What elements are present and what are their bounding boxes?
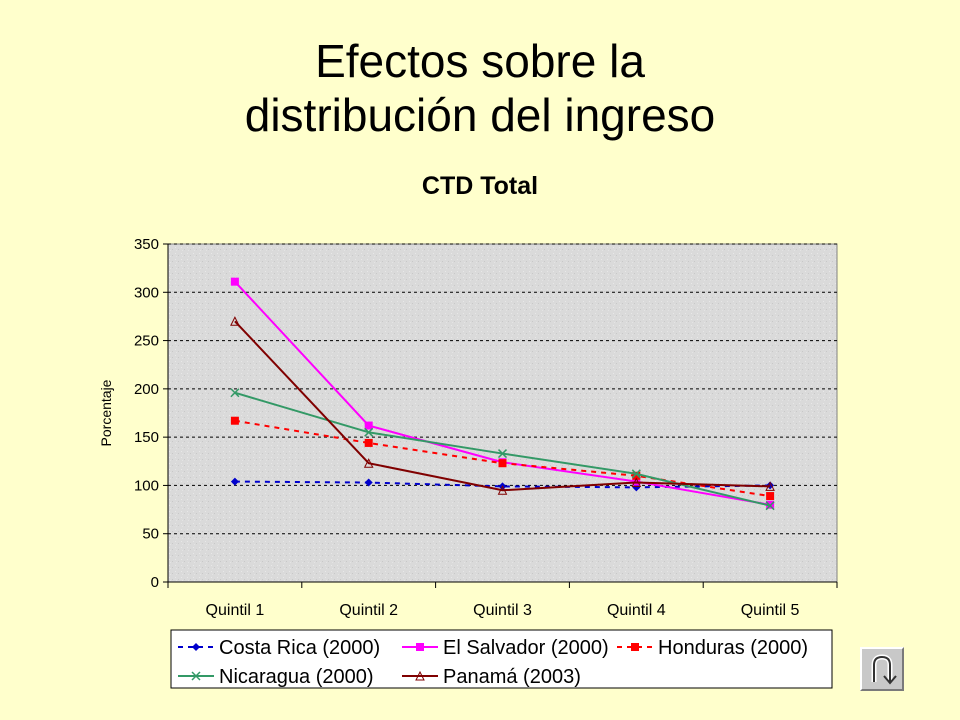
legend-label: Nicaragua (2000) [219,666,374,688]
chart-title: CTD Total [421,172,539,200]
data-point [765,501,775,511]
data-point [766,492,775,501]
slide-title-line2: distribución del ingreso [244,89,716,141]
data-point [364,427,374,437]
legend-item: Costa Rica (2000) [178,637,380,659]
u-turn-return-icon [871,654,897,685]
x-tick-label: Quintil 1 [206,602,265,619]
legend-marker [415,670,425,681]
slide-title-line1: Efectos sobre la [315,35,645,87]
legend-marker [631,643,639,651]
data-point [230,316,240,326]
legend-marker [192,643,200,651]
y-tick-label: 0 [151,574,159,591]
x-tick-label: Quintil 4 [607,602,666,619]
legend-marker [191,671,201,681]
y-tick-label: 350 [134,236,159,253]
x-tick-label: Quintil 2 [339,602,398,619]
legend-box [170,629,833,689]
data-point [632,471,641,480]
legend-item: Panamá (2003) [402,666,581,688]
y-tick-label: 50 [142,526,159,543]
legend-marker [416,643,424,651]
return-button[interactable] [860,647,904,691]
legend-label: Panamá (2003) [443,666,581,688]
series-layer [230,277,775,511]
y-tick-label: 100 [134,477,159,494]
series-3 [230,416,775,501]
y-axis: 0 50 100 150 200 250 300 350 [134,236,169,591]
x-tick-label: Quintil 5 [741,602,800,619]
data-point [497,449,508,459]
slide-title: Efectos sobre la distribución del ingres… [0,34,960,142]
data-point [230,477,239,486]
legend: Costa Rica (2000) El Salvador (2000) Hondu… [178,637,808,688]
data-point [497,485,508,495]
y-tick-label: 250 [134,333,159,350]
legend-item: Honduras (2000) [617,637,808,659]
data-point [364,478,373,487]
data-point [364,438,373,447]
legend-label: Honduras (2000) [658,637,808,659]
data-point [230,388,240,398]
x-tick-label: Quintil 3 [473,602,532,619]
legend-item: Nicaragua (2000) [178,666,374,688]
y-axis-label: Porcentaje [98,379,114,446]
data-point [631,469,641,479]
legend-label: Costa Rica (2000) [219,637,380,659]
data-point [363,458,374,468]
data-point [498,459,507,468]
legend-label: El Salvador (2000) [443,637,609,659]
y-tick-label: 150 [134,429,159,446]
data-point [230,416,239,425]
legend-item: El Salvador (2000) [402,637,609,659]
data-point [765,481,775,491]
series-line [234,320,771,492]
y-tick-label: 200 [134,381,159,398]
data-point [364,421,373,430]
series-5 [230,316,775,495]
plot-area [167,243,838,583]
y-tick-label: 300 [134,284,159,301]
data-point [230,277,239,286]
data-point [631,477,642,488]
x-axis: Quintil 1 Quintil 2 Quintil 3 Quintil 4 Quin… [167,581,838,619]
